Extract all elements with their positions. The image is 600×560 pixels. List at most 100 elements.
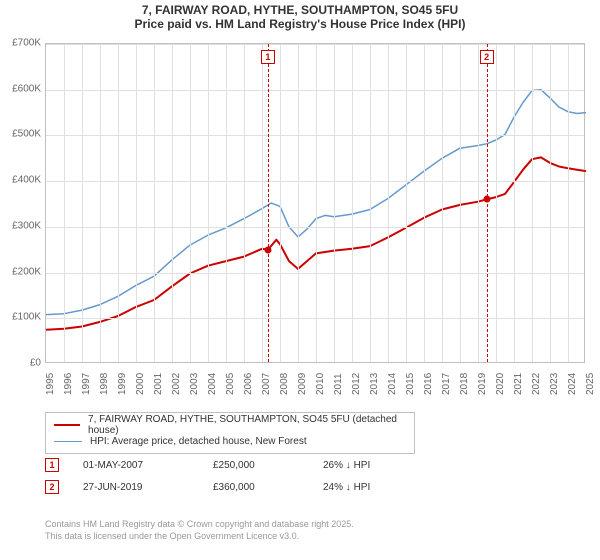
gridline-v — [370, 44, 371, 362]
event-price: £250,000 — [213, 460, 323, 471]
x-tick-label: 2020 — [495, 373, 506, 395]
event-date: 27-JUN-2019 — [83, 482, 213, 493]
event-price: £360,000 — [213, 482, 323, 493]
x-tick-label: 2010 — [315, 373, 326, 395]
x-tick-label: 2023 — [549, 373, 560, 395]
legend-row: 7, FAIRWAY ROAD, HYTHE, SOUTHAMPTON, SO4… — [54, 417, 406, 433]
y-axis: £0£100K£200K£300K£400K£500K£600K£700K — [0, 43, 45, 363]
event-marker-label: 1 — [261, 50, 275, 64]
gridline-v — [334, 44, 335, 362]
x-tick-label: 2022 — [531, 373, 542, 395]
footer: Contains HM Land Registry data © Crown c… — [45, 518, 585, 542]
title-block: 7, FAIRWAY ROAD, HYTHE, SOUTHAMPTON, SO4… — [0, 0, 600, 33]
x-tick-label: 2005 — [225, 373, 236, 395]
x-tick-label: 2024 — [567, 373, 578, 395]
x-tick-label: 2021 — [513, 373, 524, 395]
gridline-v — [172, 44, 173, 362]
legend-swatch — [54, 424, 80, 426]
x-axis: 1995 1996 1997 1998 1999 2000 2001 2002 2003 2004… — [45, 365, 585, 401]
gridline-v — [190, 44, 191, 362]
event-delta: 24% ↓ HPI — [323, 482, 433, 493]
x-tick-label: 2003 — [189, 373, 200, 395]
event-dot — [264, 246, 271, 253]
event-row: 1 01-MAY-2007£250,00026% ↓ HPI — [45, 455, 585, 475]
gridline-v — [244, 44, 245, 362]
event-date: 01-MAY-2007 — [83, 460, 213, 471]
x-tick-label: 1996 — [63, 373, 74, 395]
gridline-v — [352, 44, 353, 362]
plot-area: 12 — [45, 43, 585, 363]
gridline-v — [118, 44, 119, 362]
x-tick-label: 2000 — [135, 373, 146, 395]
x-tick-label: 2017 — [441, 373, 452, 395]
footer-line-1: Contains HM Land Registry data © Crown c… — [45, 518, 585, 530]
gridline-h — [46, 90, 584, 91]
gridline-h — [46, 135, 584, 136]
gridline-v — [298, 44, 299, 362]
gridline-h — [46, 181, 584, 182]
gridline-h — [46, 273, 584, 274]
y-tick-label: £600K — [12, 83, 41, 94]
gridline-v — [316, 44, 317, 362]
x-tick-label: 2007 — [261, 373, 272, 395]
y-tick-label: £300K — [12, 220, 41, 231]
gridline-h — [46, 227, 584, 228]
gridline-h — [46, 318, 584, 319]
gridline-v — [550, 44, 551, 362]
x-tick-label: 2014 — [387, 373, 398, 395]
gridline-v — [478, 44, 479, 362]
y-tick-label: £500K — [12, 129, 41, 140]
event-vline — [487, 44, 488, 362]
gridline-v — [532, 44, 533, 362]
gridline-v — [388, 44, 389, 362]
gridline-v — [64, 44, 65, 362]
x-tick-label: 2002 — [171, 373, 182, 395]
x-tick-label: 2025 — [585, 373, 596, 395]
gridline-v — [514, 44, 515, 362]
legend-label: HPI: Average price, detached house, New … — [90, 436, 307, 447]
title-line-2: Price paid vs. HM Land Registry's House … — [0, 17, 600, 31]
event-row: 2 27-JUN-2019£360,00024% ↓ HPI — [45, 477, 585, 497]
y-tick-label: £200K — [12, 266, 41, 277]
chart-area: £0£100K£200K£300K£400K£500K£600K£700K 12… — [0, 33, 600, 401]
x-tick-label: 1995 — [45, 373, 56, 395]
gridline-v — [568, 44, 569, 362]
y-tick-label: £100K — [12, 312, 41, 323]
x-tick-label: 2009 — [297, 373, 308, 395]
event-delta: 26% ↓ HPI — [323, 460, 433, 471]
gridline-v — [82, 44, 83, 362]
x-tick-label: 2019 — [477, 373, 488, 395]
x-tick-label: 2015 — [405, 373, 416, 395]
event-num-box: 2 — [45, 480, 59, 494]
event-table: 1 01-MAY-2007£250,00026% ↓ HPI 2 27-JUN-201… — [45, 455, 585, 499]
gridline-v — [154, 44, 155, 362]
chart-container: 7, FAIRWAY ROAD, HYTHE, SOUTHAMPTON, SO4… — [0, 0, 600, 560]
x-tick-label: 1998 — [99, 373, 110, 395]
x-tick-label: 1997 — [81, 373, 92, 395]
gridline-v — [424, 44, 425, 362]
y-tick-label: £700K — [12, 38, 41, 49]
gridline-h — [46, 44, 584, 45]
gridline-v — [496, 44, 497, 362]
x-tick-label: 2001 — [153, 373, 164, 395]
event-num-box: 1 — [45, 458, 59, 472]
x-tick-label: 2006 — [243, 373, 254, 395]
event-dot — [483, 196, 490, 203]
event-vline — [268, 44, 269, 362]
x-tick-label: 1999 — [117, 373, 128, 395]
footer-line-2: This data is licensed under the Open Gov… — [45, 530, 585, 542]
legend-swatch — [54, 441, 82, 442]
gridline-v — [136, 44, 137, 362]
y-tick-label: £400K — [12, 175, 41, 186]
x-tick-label: 2016 — [423, 373, 434, 395]
x-tick-label: 2012 — [351, 373, 362, 395]
x-tick-label: 2004 — [207, 373, 218, 395]
event-marker-label: 2 — [480, 50, 494, 64]
gridline-v — [406, 44, 407, 362]
x-tick-label: 2011 — [333, 373, 344, 395]
x-tick-label: 2008 — [279, 373, 290, 395]
title-line-1: 7, FAIRWAY ROAD, HYTHE, SOUTHAMPTON, SO4… — [0, 3, 600, 17]
gridline-v — [100, 44, 101, 362]
gridline-v — [460, 44, 461, 362]
legend: 7, FAIRWAY ROAD, HYTHE, SOUTHAMPTON, SO4… — [45, 412, 415, 454]
